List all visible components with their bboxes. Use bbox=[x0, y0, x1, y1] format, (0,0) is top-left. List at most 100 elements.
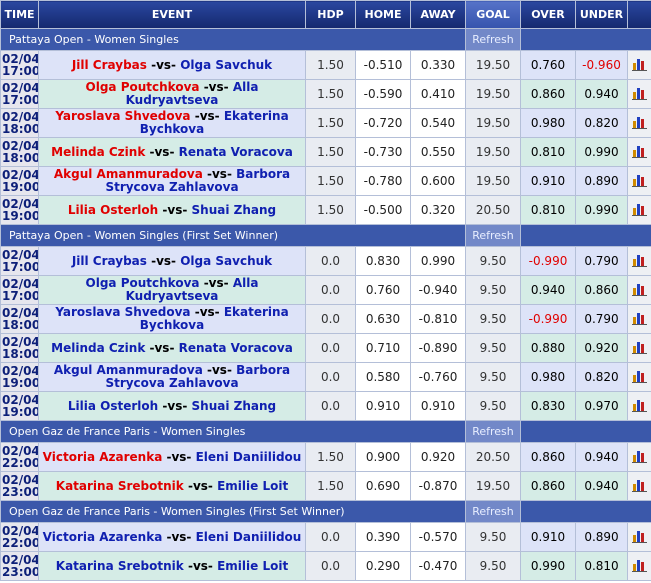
over-cell[interactable]: 0.980 bbox=[520, 108, 576, 138]
over-cell[interactable]: 0.880 bbox=[520, 333, 576, 363]
over-cell[interactable]: -0.990 bbox=[520, 246, 576, 276]
home-odds-cell[interactable]: 0.390 bbox=[355, 522, 411, 552]
home-odds-cell[interactable]: -0.500 bbox=[355, 195, 411, 225]
away-odds-cell[interactable]: -0.870 bbox=[410, 471, 466, 501]
under-cell[interactable]: 0.940 bbox=[575, 79, 628, 109]
home-odds-cell[interactable]: -0.590 bbox=[355, 79, 411, 109]
chart-link[interactable] bbox=[627, 108, 651, 138]
home-odds-cell[interactable]: 0.900 bbox=[355, 442, 411, 472]
refresh-button[interactable]: Refresh bbox=[465, 28, 521, 51]
under-cell[interactable]: 0.990 bbox=[575, 137, 628, 167]
away-team[interactable]: Emilie Loit bbox=[217, 478, 289, 493]
away-team[interactable]: Alla Kudryavtseva bbox=[125, 80, 259, 107]
away-team[interactable]: Renata Voracova bbox=[178, 144, 293, 159]
chart-link[interactable] bbox=[627, 551, 651, 581]
under-cell[interactable]: -0.960 bbox=[575, 50, 628, 80]
chart-link[interactable] bbox=[627, 391, 651, 421]
chart-link[interactable] bbox=[627, 195, 651, 225]
under-cell[interactable]: 0.940 bbox=[575, 442, 628, 472]
refresh-button[interactable]: Refresh bbox=[465, 420, 521, 443]
over-cell[interactable]: 0.910 bbox=[520, 522, 576, 552]
home-team[interactable]: Victoria Azarenka bbox=[42, 449, 163, 464]
under-cell[interactable]: 0.990 bbox=[575, 195, 628, 225]
away-team[interactable]: Emilie Loit bbox=[217, 558, 289, 573]
home-team[interactable]: Yaroslava Shvedova bbox=[55, 305, 191, 319]
over-cell[interactable]: 0.940 bbox=[520, 275, 576, 305]
away-team[interactable]: Eleni Daniilidou bbox=[195, 449, 302, 464]
over-cell[interactable]: 0.860 bbox=[520, 471, 576, 501]
over-cell[interactable]: -0.990 bbox=[520, 304, 576, 334]
away-team[interactable]: Shuai Zhang bbox=[191, 202, 277, 217]
home-team[interactable]: Olga Poutchkova bbox=[85, 276, 200, 290]
away-team[interactable]: Barbora Strycova Zahlavova bbox=[105, 363, 291, 390]
away-odds-cell[interactable]: 0.320 bbox=[410, 195, 466, 225]
away-team[interactable]: Alla Kudryavtseva bbox=[125, 276, 259, 303]
home-team[interactable]: Katarina Srebotnik bbox=[55, 558, 184, 573]
away-team[interactable]: Renata Voracova bbox=[178, 340, 293, 355]
away-odds-cell[interactable]: 0.330 bbox=[410, 50, 466, 80]
home-team[interactable]: Jill Craybas bbox=[71, 57, 147, 72]
chart-link[interactable] bbox=[627, 79, 651, 109]
under-cell[interactable]: 0.890 bbox=[575, 522, 628, 552]
chart-link[interactable] bbox=[627, 442, 651, 472]
home-odds-cell[interactable]: 0.290 bbox=[355, 551, 411, 581]
over-cell[interactable]: 0.910 bbox=[520, 166, 576, 196]
home-team[interactable]: Akgul Amanmuradova bbox=[53, 363, 203, 377]
under-cell[interactable]: 0.860 bbox=[575, 275, 628, 305]
chart-link[interactable] bbox=[627, 471, 651, 501]
home-team[interactable]: Akgul Amanmuradova bbox=[53, 167, 203, 181]
home-odds-cell[interactable]: -0.730 bbox=[355, 137, 411, 167]
home-team[interactable]: Lilia Osterloh bbox=[67, 202, 159, 217]
home-odds-cell[interactable]: -0.510 bbox=[355, 50, 411, 80]
over-cell[interactable]: 0.990 bbox=[520, 551, 576, 581]
under-cell[interactable]: 0.790 bbox=[575, 246, 628, 276]
away-odds-cell[interactable]: -0.890 bbox=[410, 333, 466, 363]
home-team[interactable]: Lilia Osterloh bbox=[67, 398, 159, 413]
over-cell[interactable]: 0.760 bbox=[520, 50, 576, 80]
over-cell[interactable]: 0.980 bbox=[520, 362, 576, 392]
away-odds-cell[interactable]: 0.920 bbox=[410, 442, 466, 472]
away-odds-cell[interactable]: -0.570 bbox=[410, 522, 466, 552]
over-cell[interactable]: 0.810 bbox=[520, 137, 576, 167]
under-cell[interactable]: 0.940 bbox=[575, 471, 628, 501]
under-cell[interactable]: 0.820 bbox=[575, 108, 628, 138]
home-team[interactable]: Melinda Czink bbox=[51, 340, 146, 355]
home-team[interactable]: Victoria Azarenka bbox=[42, 529, 163, 544]
home-odds-cell[interactable]: 0.910 bbox=[355, 391, 411, 421]
home-odds-cell[interactable]: 0.760 bbox=[355, 275, 411, 305]
under-cell[interactable]: 0.970 bbox=[575, 391, 628, 421]
away-team[interactable]: Olga Savchuk bbox=[180, 253, 273, 268]
away-team[interactable]: Ekaterina Bychkova bbox=[139, 109, 289, 136]
home-odds-cell[interactable]: -0.780 bbox=[355, 166, 411, 196]
home-odds-cell[interactable]: 0.710 bbox=[355, 333, 411, 363]
away-team[interactable]: Eleni Daniilidou bbox=[195, 529, 302, 544]
away-odds-cell[interactable]: -0.940 bbox=[410, 275, 466, 305]
home-team[interactable]: Olga Poutchkova bbox=[85, 80, 200, 94]
under-cell[interactable]: 0.820 bbox=[575, 362, 628, 392]
under-cell[interactable]: 0.890 bbox=[575, 166, 628, 196]
away-odds-cell[interactable]: 0.600 bbox=[410, 166, 466, 196]
chart-link[interactable] bbox=[627, 246, 651, 276]
chart-link[interactable] bbox=[627, 50, 651, 80]
home-odds-cell[interactable]: 0.830 bbox=[355, 246, 411, 276]
home-odds-cell[interactable]: 0.690 bbox=[355, 471, 411, 501]
away-team[interactable]: Olga Savchuk bbox=[180, 57, 273, 72]
chart-link[interactable] bbox=[627, 166, 651, 196]
under-cell[interactable]: 0.810 bbox=[575, 551, 628, 581]
under-cell[interactable]: 0.920 bbox=[575, 333, 628, 363]
home-team[interactable]: Katarina Srebotnik bbox=[55, 478, 184, 493]
away-odds-cell[interactable]: -0.760 bbox=[410, 362, 466, 392]
chart-link[interactable] bbox=[627, 137, 651, 167]
away-odds-cell[interactable]: 0.910 bbox=[410, 391, 466, 421]
over-cell[interactable]: 0.830 bbox=[520, 391, 576, 421]
away-team[interactable]: Shuai Zhang bbox=[191, 398, 277, 413]
over-cell[interactable]: 0.860 bbox=[520, 442, 576, 472]
over-cell[interactable]: 0.860 bbox=[520, 79, 576, 109]
away-odds-cell[interactable]: -0.810 bbox=[410, 304, 466, 334]
away-odds-cell[interactable]: 0.540 bbox=[410, 108, 466, 138]
home-team[interactable]: Jill Craybas bbox=[71, 253, 147, 268]
chart-link[interactable] bbox=[627, 275, 651, 305]
away-odds-cell[interactable]: 0.410 bbox=[410, 79, 466, 109]
home-team[interactable]: Melinda Czink bbox=[51, 144, 146, 159]
away-odds-cell[interactable]: 0.550 bbox=[410, 137, 466, 167]
